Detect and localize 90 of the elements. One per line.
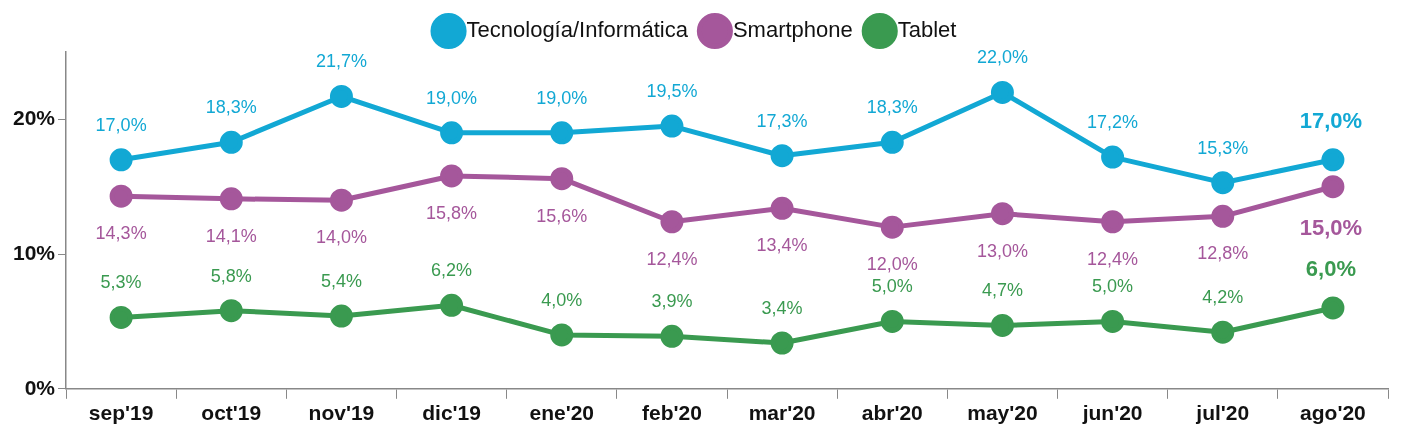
point [219,187,243,211]
data-label: 12,4% [1087,248,1139,269]
data-label: 17,0% [1299,107,1363,133]
x-tick-label: abr'20 [861,401,923,425]
data-label: 4,2% [1202,287,1244,308]
data-label: 14,0% [315,227,367,248]
data-label: 21,7% [315,51,367,72]
data-label: 17,3% [756,110,808,131]
point [990,202,1014,226]
x-tick-label: mar'20 [748,401,816,425]
y-tick-label: 10% [13,240,56,264]
x-tick-label: dic'19 [422,401,481,425]
data-label: 15,6% [536,205,588,226]
point [550,167,574,191]
data-label: 5,8% [210,265,252,286]
y-tick-label: 0% [24,375,56,399]
data-label: 12,4% [646,248,698,269]
x-tick-label: nov'19 [308,401,375,425]
point [880,215,904,239]
data-label: 4,0% [541,289,583,310]
y-tick-label: 20% [13,106,56,130]
point [1211,204,1235,228]
point [1211,171,1235,195]
point [770,331,794,355]
point [440,293,464,317]
x-tick-label: feb'20 [642,401,702,425]
legend-label: Tecnología/Informática [466,17,689,43]
point [770,144,794,168]
data-label: 22,0% [976,47,1028,68]
point [990,80,1014,104]
x-tick-label: may'20 [967,401,1038,425]
point [219,299,243,323]
point [219,130,243,154]
data-label: 14,3% [95,223,147,244]
point [440,121,464,145]
data-label: 5,0% [871,276,913,297]
point [329,84,353,108]
x-tick-label: jun'20 [1081,401,1143,425]
point [1101,309,1125,333]
data-label: 5,3% [100,272,142,293]
point [660,324,684,348]
data-label: 6,2% [431,260,473,281]
data-label: 13,0% [976,240,1028,261]
data-label: 12,0% [866,254,918,275]
x-tick-label: sep'19 [88,401,154,425]
data-label: 19,0% [426,87,478,108]
data-label: 12,8% [1197,243,1249,264]
point [440,164,464,188]
data-label: 4,7% [981,280,1023,301]
x-tick-label: ene'20 [529,401,595,425]
x-tick-label: jul'20 [1195,401,1250,425]
data-label: 17,0% [95,114,147,135]
data-label: 13,4% [756,235,808,256]
data-label: 19,5% [646,81,698,102]
data-label: 18,3% [866,97,918,118]
data-label: 3,4% [761,297,803,318]
x-tick-label: ago'20 [1300,401,1366,425]
point [1101,210,1125,234]
data-label: 14,1% [205,225,257,246]
point [880,309,904,333]
data-label: 19,0% [536,87,588,108]
point [1101,145,1125,169]
data-label: 18,3% [205,97,257,118]
data-label: 5,0% [1092,276,1134,297]
point [550,323,574,347]
legend-label: Smartphone [732,17,853,43]
data-label: 15,3% [1197,137,1249,158]
point [1321,175,1345,199]
legend-label: Tablet [897,17,957,43]
point [329,188,353,212]
point [1211,320,1235,344]
x-tick-label: oct'19 [201,401,262,425]
data-label: 5,4% [320,271,362,292]
point [880,130,904,154]
point [660,114,684,138]
point [109,305,133,329]
data-label: 15,8% [426,202,478,223]
point [329,304,353,328]
data-label: 15,0% [1299,214,1363,240]
point [770,196,794,220]
point [109,148,133,172]
data-label: 3,9% [651,291,693,312]
point [660,210,684,234]
point [1321,296,1345,320]
point [550,121,574,145]
data-label: 17,2% [1087,112,1139,133]
point [109,184,133,208]
data-label: 6,0% [1305,256,1356,282]
point [1321,148,1345,172]
point [990,313,1014,337]
